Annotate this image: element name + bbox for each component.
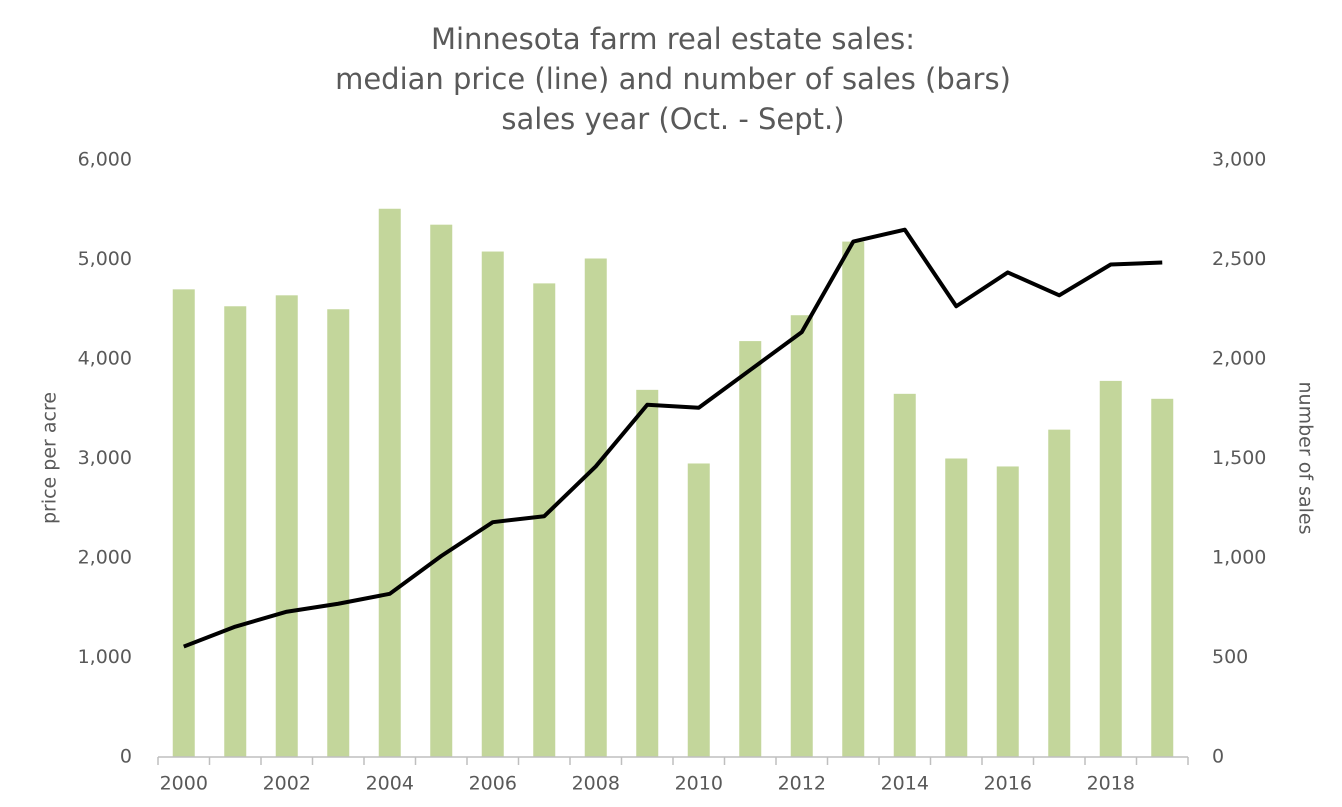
x-tick-label: 2004	[366, 773, 414, 795]
y-tick-label: 3,000	[78, 447, 132, 469]
bar	[327, 309, 350, 757]
bar	[378, 208, 401, 757]
bar	[1099, 380, 1122, 757]
bar	[790, 315, 813, 757]
bar	[533, 283, 556, 757]
x-tick-label: 2012	[778, 773, 826, 795]
x-tick-label: 2018	[1087, 773, 1135, 795]
x-tick-label: 2010	[675, 773, 723, 795]
bar	[584, 258, 607, 757]
chart-title: Minnesota farm real estate sales:	[431, 22, 915, 56]
y-tick-label: 2,000	[78, 547, 132, 569]
x-tick-label: 2006	[469, 773, 517, 795]
bar	[1048, 429, 1071, 757]
y2-axis-label: number of sales	[1295, 382, 1317, 535]
x-tick-label: 2002	[263, 773, 311, 795]
bar	[687, 463, 710, 757]
x-tick-label: 2008	[572, 773, 620, 795]
y-tick-label: 6,000	[78, 149, 132, 171]
y-axis-label: price per acre	[39, 392, 61, 524]
bar	[945, 458, 968, 757]
y-tick-label: 0	[120, 746, 132, 768]
x-tick-label: 2014	[881, 773, 929, 795]
bar	[1151, 398, 1174, 757]
y2-tick-label: 3,000	[1212, 149, 1266, 171]
y2-tick-label: 2,500	[1212, 248, 1266, 270]
x-tick-label: 2016	[984, 773, 1032, 795]
bar	[636, 389, 659, 757]
y2-tick-label: 1,000	[1212, 547, 1266, 569]
bar	[275, 295, 298, 757]
bar	[893, 393, 916, 757]
y-tick-label: 1,000	[78, 646, 132, 668]
y2-tick-label: 0	[1212, 746, 1224, 768]
y-tick-label: 4,000	[78, 348, 132, 370]
bar	[224, 306, 247, 757]
y2-tick-label: 1,500	[1212, 447, 1266, 469]
bar	[842, 241, 865, 758]
chart-title: median price (line) and number of sales …	[335, 62, 1011, 96]
bar	[172, 289, 195, 757]
bar	[430, 224, 453, 758]
y-tick-label: 5,000	[78, 248, 132, 270]
bar	[996, 466, 1019, 757]
y2-tick-label: 2,000	[1212, 348, 1266, 370]
bar	[739, 341, 762, 757]
y2-tick-label: 500	[1212, 646, 1248, 668]
x-tick-label: 2000	[160, 773, 208, 795]
bar	[481, 251, 504, 758]
chart-title: sales year (Oct. - Sept.)	[501, 102, 844, 136]
line	[183, 227, 1163, 649]
